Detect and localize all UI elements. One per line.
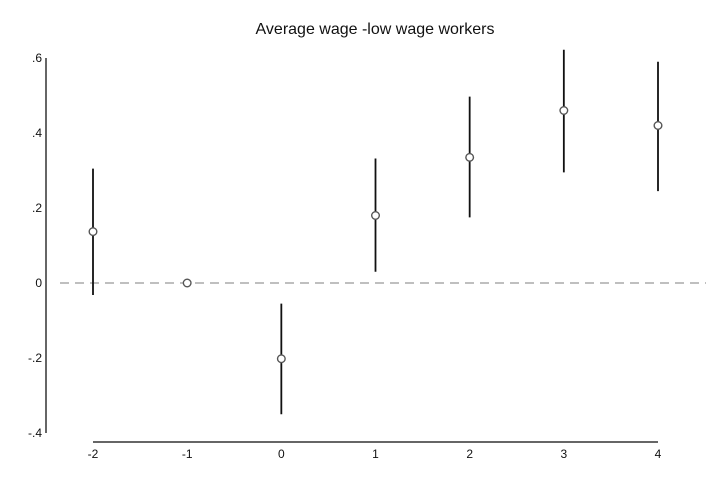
- point-marker: [559, 105, 569, 115]
- point-marker: [88, 227, 98, 237]
- point-marker: [465, 152, 475, 162]
- y-tick-label: .4: [32, 126, 42, 140]
- x-axis-ticks: -2 -1 0 1 2 3 4: [88, 447, 662, 461]
- point-marker: [371, 210, 381, 220]
- y-tick-label: .2: [32, 201, 42, 215]
- point-marker: [182, 278, 192, 288]
- y-tick-label: -.2: [28, 351, 42, 365]
- y-axis-ticks: -.4 -.2 0 .2 .4 .6: [28, 51, 42, 440]
- point-estimates: [88, 105, 663, 364]
- point-marker: [653, 120, 663, 130]
- x-tick-label: 4: [655, 447, 662, 461]
- x-tick-label: 0: [278, 447, 285, 461]
- point-marker: [276, 354, 286, 364]
- x-tick-label: 2: [466, 447, 473, 461]
- confidence-intervals: [92, 49, 659, 415]
- y-tick-label: .6: [32, 51, 42, 65]
- x-tick-label: -1: [182, 447, 193, 461]
- y-tick-label: -.4: [28, 426, 42, 440]
- chart-title: Average wage -low wage workers: [256, 21, 495, 38]
- x-tick-label: 1: [372, 447, 379, 461]
- x-tick-label: 3: [560, 447, 567, 461]
- x-tick-label: -2: [88, 447, 99, 461]
- y-tick-label: 0: [35, 276, 42, 290]
